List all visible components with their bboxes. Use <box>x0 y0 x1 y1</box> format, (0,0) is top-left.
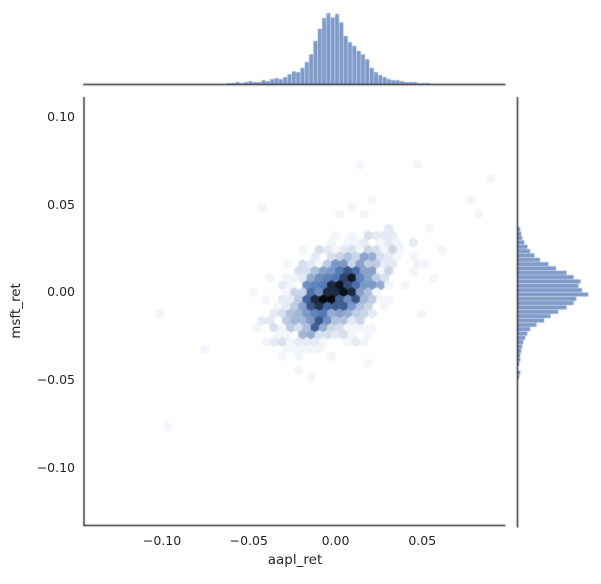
y-axis-label: msft_ret <box>8 283 24 339</box>
y-tick-label: −0.05 <box>36 371 75 387</box>
y-tick-label: 0.05 <box>47 196 75 212</box>
y-tick-label: −0.10 <box>36 459 75 475</box>
x-tick-label: −0.05 <box>229 533 268 548</box>
x-axis-label: aapl_ret <box>267 552 323 568</box>
y-tick-label: 0.00 <box>47 284 75 300</box>
x-tick-label: 0.05 <box>408 533 437 548</box>
x-tick-label: 0.00 <box>321 533 350 548</box>
y-tick-label: 0.10 <box>47 108 75 124</box>
x-tick-label: −0.10 <box>142 533 182 548</box>
